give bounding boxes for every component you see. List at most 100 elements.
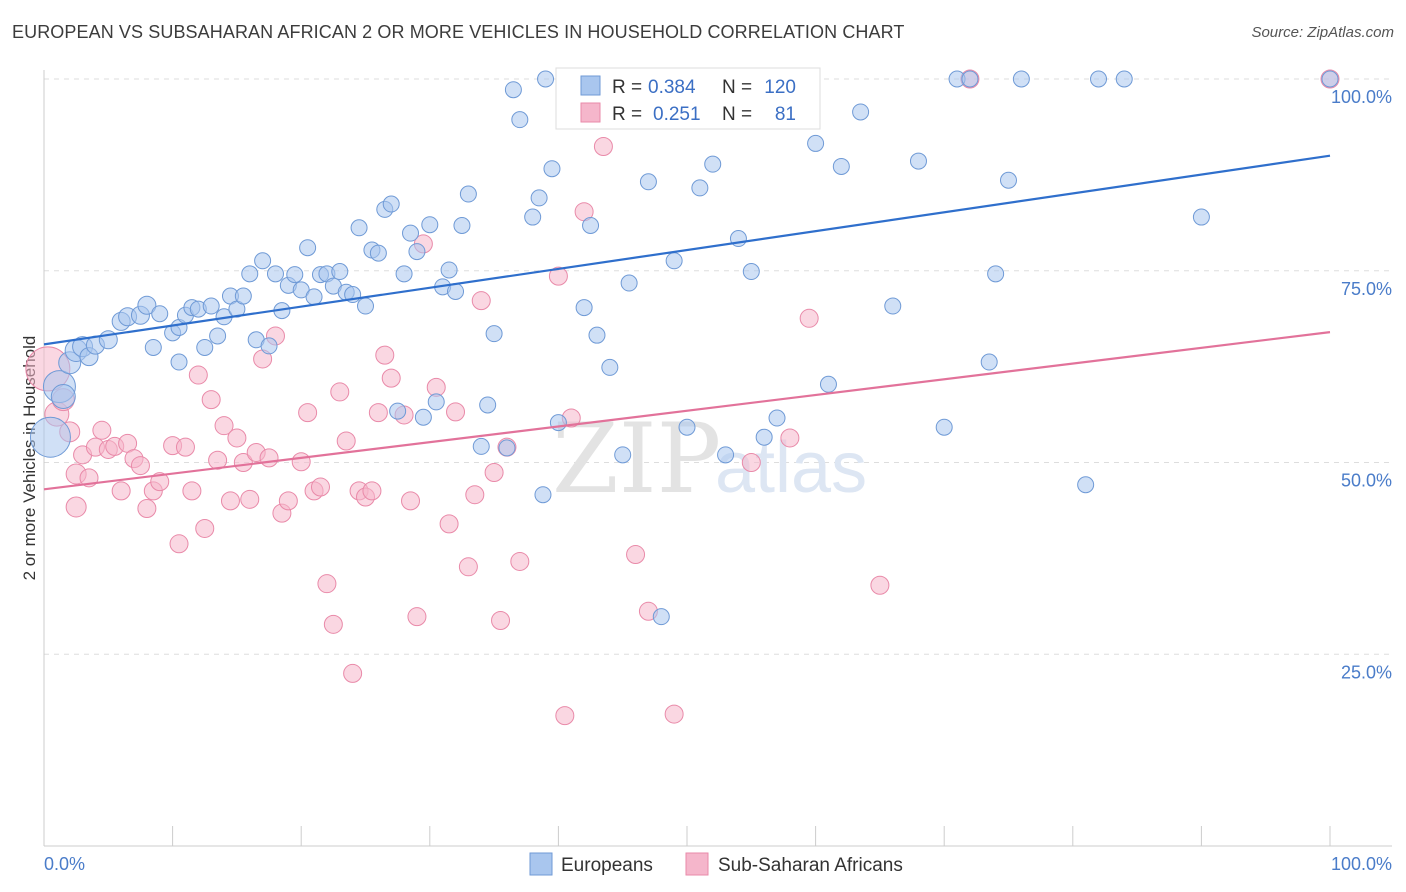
- european-point: [755, 428, 773, 446]
- subsaharan-point: [593, 136, 613, 156]
- european-point: [369, 244, 387, 262]
- legend: Europeans Sub-Saharan Africans: [529, 852, 903, 876]
- european-point: [524, 208, 542, 226]
- subsaharan-point: [548, 266, 568, 286]
- european-point: [1012, 70, 1030, 88]
- european-point: [29, 416, 71, 458]
- subsaharan-point: [278, 491, 298, 511]
- subsaharan-point: [188, 365, 208, 385]
- subsaharan-point: [381, 368, 401, 388]
- subsaharan-point: [362, 481, 382, 501]
- subsaharan-point: [323, 614, 343, 634]
- european-point: [807, 134, 825, 152]
- stats-box: R = 0.384 N = 120 R = 0.251 N = 81: [555, 67, 821, 130]
- stats-r-europeans: 0.384: [648, 77, 696, 98]
- european-point: [286, 266, 304, 284]
- subsaharan-point: [137, 499, 157, 519]
- subsaharan-point: [111, 481, 131, 501]
- european-point: [935, 418, 953, 436]
- european-point: [1321, 70, 1339, 88]
- subsaharan-point: [259, 448, 279, 468]
- european-point: [588, 326, 606, 344]
- stats-n-label-europeans: N =: [722, 77, 752, 98]
- european-point: [453, 216, 471, 234]
- subsaharan-trend-line: [43, 331, 1331, 491]
- subsaharan-point: [65, 496, 87, 518]
- european-point: [440, 261, 458, 279]
- subsaharan-point: [870, 575, 890, 595]
- stats-n-subsaharan: 81: [775, 104, 796, 125]
- subsaharan-points: [25, 69, 1340, 726]
- subsaharan-point: [780, 428, 800, 448]
- subsaharan-point: [220, 491, 240, 511]
- european-point: [414, 408, 432, 426]
- subsaharan-point: [240, 489, 260, 509]
- european-point: [530, 189, 548, 207]
- european-point: [537, 70, 555, 88]
- stats-n-label-subsaharan: N =: [722, 104, 752, 125]
- subsaharan-point: [195, 518, 215, 538]
- legend-label-subsaharan: Sub-Saharan Africans: [718, 855, 903, 876]
- european-point: [299, 239, 317, 257]
- european-point: [742, 263, 760, 281]
- european-point: [717, 446, 735, 464]
- stats-swatch-subsaharan: [580, 102, 601, 123]
- european-point: [350, 219, 368, 237]
- european-point: [819, 375, 837, 393]
- subsaharan-point: [182, 481, 202, 501]
- y-tick-label: 75.0%: [1341, 279, 1392, 299]
- european-point: [408, 243, 426, 261]
- legend-swatch-subsaharan: [685, 852, 709, 876]
- european-point: [479, 396, 497, 414]
- subsaharan-point: [471, 291, 491, 311]
- european-point: [382, 195, 400, 213]
- european-point: [620, 274, 638, 292]
- european-point: [305, 288, 323, 306]
- y-tick-labels: 25.0% 50.0% 75.0% 100.0%: [1331, 87, 1392, 682]
- subsaharan-point: [458, 557, 478, 577]
- european-point: [511, 111, 529, 129]
- european-point: [472, 437, 490, 455]
- europeans-points: [29, 70, 1339, 626]
- european-point: [144, 338, 162, 356]
- subsaharan-point: [175, 437, 195, 457]
- european-point: [427, 393, 445, 411]
- stats-r-subsaharan: 0.251: [653, 104, 701, 125]
- subsaharan-point: [368, 403, 388, 423]
- european-point: [209, 327, 227, 345]
- subsaharan-point: [310, 477, 330, 497]
- european-point: [202, 297, 220, 315]
- european-point: [582, 216, 600, 234]
- subsaharan-point: [375, 345, 395, 365]
- subsaharan-point: [214, 416, 234, 436]
- subsaharan-point: [233, 453, 253, 472]
- subsaharan-point: [92, 420, 112, 440]
- european-point: [534, 486, 552, 504]
- european-point: [652, 608, 670, 626]
- subsaharan-point: [741, 453, 761, 472]
- subsaharan-point: [465, 485, 485, 505]
- subsaharan-point: [439, 514, 459, 534]
- y-tick-label: 25.0%: [1341, 662, 1392, 682]
- european-point: [331, 263, 349, 281]
- european-point: [254, 252, 272, 270]
- european-point: [357, 297, 374, 315]
- european-point: [260, 337, 278, 355]
- european-point: [987, 265, 1005, 283]
- chart-title: EUROPEAN VS SUBSAHARAN AFRICAN 2 OR MORE…: [12, 22, 905, 42]
- legend-swatch-europeans: [529, 852, 553, 876]
- european-point: [389, 402, 407, 420]
- european-point: [601, 358, 619, 376]
- european-point: [639, 173, 657, 191]
- european-point: [691, 179, 709, 197]
- y-tick-label: 50.0%: [1341, 471, 1392, 491]
- european-point: [1077, 476, 1095, 494]
- y-tick-label: 100.0%: [1331, 87, 1392, 107]
- subsaharan-point: [336, 431, 356, 451]
- subsaharan-point: [130, 456, 150, 476]
- y-axis-label: 2 or more Vehicles in Household: [20, 336, 39, 581]
- european-point: [665, 252, 683, 270]
- stats-swatch-europeans: [580, 75, 601, 96]
- subsaharan-point: [484, 462, 504, 482]
